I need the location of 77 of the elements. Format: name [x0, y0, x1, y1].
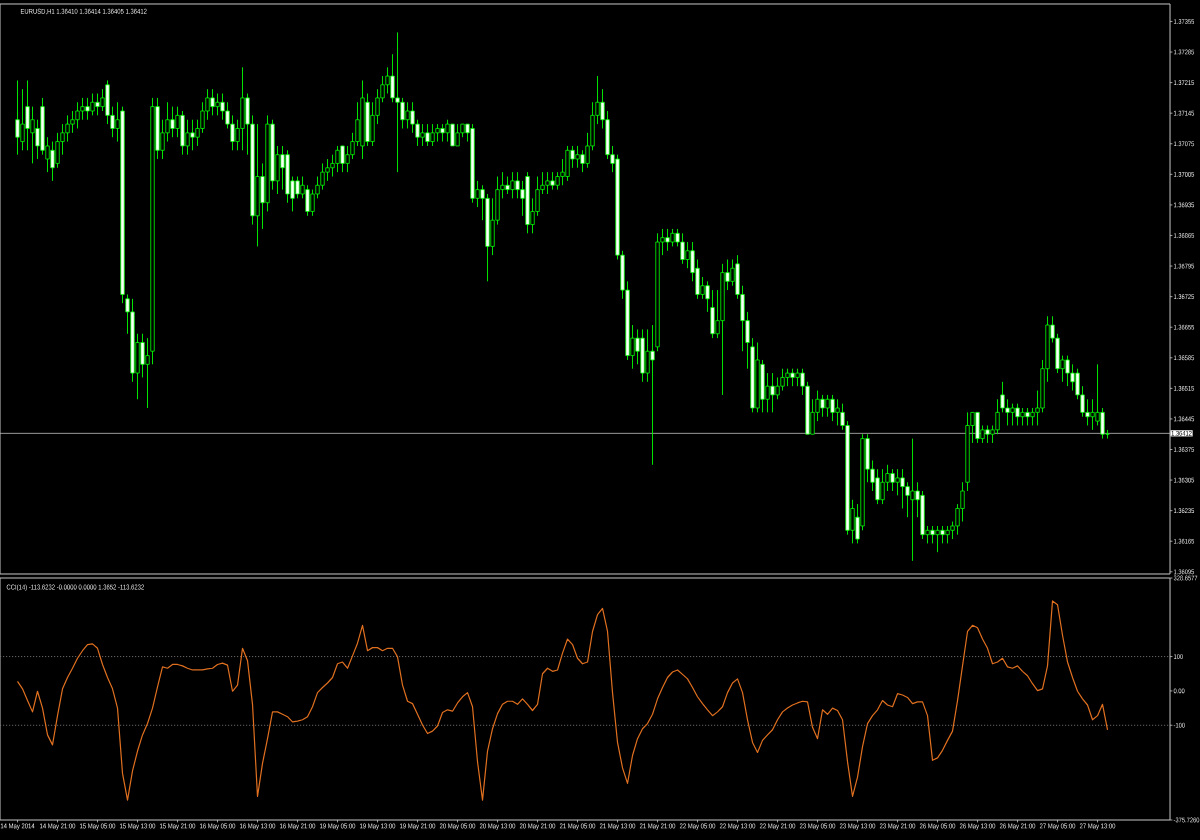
- candlestick: [780, 368, 785, 391]
- candlestick: [700, 276, 705, 300]
- candlestick: [875, 468, 880, 505]
- candlestick: [1010, 403, 1015, 426]
- candlestick: [420, 123, 425, 147]
- candlestick: [280, 145, 285, 191]
- candlestick: [190, 119, 195, 151]
- candlestick: [640, 328, 645, 383]
- candlestick: [710, 289, 715, 339]
- candlestick: [520, 180, 525, 217]
- candlestick: [180, 110, 185, 156]
- candlestick: [320, 162, 325, 191]
- candlestick: [765, 372, 770, 413]
- candlestick: [830, 394, 835, 422]
- candlestick: [80, 97, 85, 121]
- candlestick: [340, 145, 345, 173]
- candlestick: [895, 468, 900, 496]
- candlestick: [825, 394, 830, 418]
- candlestick: [445, 119, 450, 143]
- candlestick: [305, 184, 310, 217]
- candlestick: [85, 97, 90, 121]
- candlestick: [220, 93, 225, 121]
- candlestick: [430, 123, 435, 147]
- candlestick: [90, 93, 95, 116]
- candlestick: [910, 438, 915, 562]
- candlestick: [1070, 363, 1075, 391]
- candlestick: [15, 79, 20, 156]
- candlestick: [295, 176, 300, 199]
- candlestick: [455, 123, 460, 147]
- candlestick: [770, 372, 775, 413]
- candlestick: [775, 377, 780, 400]
- candlestick: [335, 145, 340, 173]
- candlestick: [665, 228, 670, 252]
- candlestick: [215, 93, 220, 116]
- candlestick: [975, 411, 980, 444]
- candlestick: [880, 468, 885, 505]
- candlestick: [405, 101, 410, 129]
- candlestick: [565, 145, 570, 182]
- candlestick: [890, 468, 895, 492]
- candlestick: [70, 110, 75, 134]
- candlestick: [760, 359, 765, 413]
- candlestick: [395, 31, 400, 173]
- candlestick: [580, 149, 585, 173]
- candlestick: [330, 154, 335, 177]
- candlestick: [835, 398, 840, 426]
- candlestick: [920, 490, 925, 540]
- candlestick: [285, 149, 290, 204]
- candlestick: [50, 141, 55, 182]
- candlestick: [820, 394, 825, 418]
- candlestick: [100, 88, 105, 112]
- candlestick: [900, 468, 905, 509]
- candlestick: [75, 101, 80, 129]
- candlestick: [385, 66, 390, 94]
- candlestick: [450, 123, 455, 147]
- candlestick: [365, 93, 370, 147]
- candlestick: [170, 106, 175, 138]
- candlestick: [995, 398, 1000, 435]
- candlestick: [425, 123, 430, 147]
- candlestick: [510, 171, 515, 199]
- candlestick: [185, 119, 190, 156]
- candlestick: [325, 158, 330, 182]
- candlestick: [560, 158, 565, 186]
- candlestick: [1090, 398, 1095, 431]
- candlestick: [255, 123, 260, 247]
- candlestick: [730, 259, 735, 287]
- candlestick: [680, 232, 685, 265]
- candlestick: [240, 66, 245, 151]
- candlestick: [95, 93, 100, 116]
- candlestick: [20, 88, 25, 151]
- candlestick: [685, 241, 690, 269]
- candlestick: [575, 145, 580, 169]
- candlestick: [570, 145, 575, 169]
- candlestick: [1015, 403, 1020, 426]
- candlestick: [935, 525, 940, 553]
- candlestick: [210, 88, 215, 116]
- candlestick: [545, 171, 550, 195]
- candlestick: [1065, 355, 1070, 387]
